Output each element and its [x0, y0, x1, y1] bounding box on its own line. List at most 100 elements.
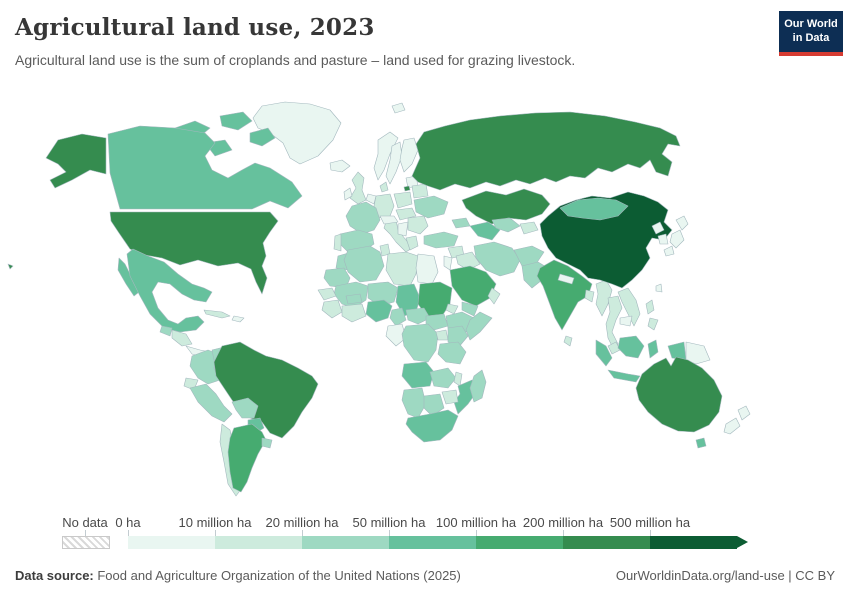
- country-egypt[interactable]: [415, 253, 439, 285]
- legend-bin-swatch[interactable]: [563, 536, 650, 549]
- country-libya[interactable]: [385, 251, 419, 287]
- country-ivory-ghana[interactable]: [341, 303, 367, 323]
- country-taiwan[interactable]: [655, 283, 663, 293]
- country-uganda[interactable]: [435, 329, 449, 341]
- country-iraq[interactable]: [455, 251, 481, 271]
- country-romania[interactable]: [407, 215, 429, 235]
- legend-bin-swatch[interactable]: [302, 536, 389, 549]
- country-japan-c[interactable]: [669, 229, 685, 249]
- country-png[interactable]: [685, 341, 711, 365]
- country-car[interactable]: [405, 307, 431, 325]
- country-uruguay[interactable]: [261, 437, 273, 449]
- legend-bin-swatch[interactable]: [476, 536, 563, 549]
- country-arctic2[interactable]: [219, 111, 253, 131]
- legend-no-data-swatch[interactable]: [62, 536, 110, 549]
- country-thailand[interactable]: [605, 295, 623, 351]
- country-alaska[interactable]: [45, 133, 107, 189]
- country-somalia[interactable]: [465, 311, 493, 341]
- country-peru[interactable]: [189, 383, 233, 423]
- owid-logo[interactable]: Our World in Data: [779, 11, 843, 56]
- country-bangladesh[interactable]: [584, 289, 595, 303]
- country-norway[interactable]: [373, 131, 399, 181]
- country-australia[interactable]: [635, 356, 723, 433]
- country-nigeria[interactable]: [365, 299, 393, 323]
- country-central-europe[interactable]: [395, 207, 417, 221]
- country-bolivia[interactable]: [231, 397, 259, 419]
- country-philippines-s[interactable]: [647, 317, 659, 331]
- country-uzbekistan[interactable]: [491, 217, 521, 233]
- country-alpine[interactable]: [379, 215, 399, 225]
- country-malawi[interactable]: [453, 371, 463, 387]
- country-afghanistan[interactable]: [513, 245, 545, 267]
- country-argentina[interactable]: [227, 423, 267, 493]
- country-japan-s[interactable]: [663, 245, 675, 257]
- country-nkorea[interactable]: [651, 221, 665, 235]
- country-ukraine[interactable]: [413, 195, 449, 219]
- country-iceland[interactable]: [329, 159, 351, 173]
- country-benelux[interactable]: [365, 193, 377, 205]
- country-borneo[interactable]: [617, 335, 645, 359]
- legend-bin-swatch[interactable]: [650, 536, 737, 549]
- country-algeria[interactable]: [343, 245, 385, 283]
- country-madagascar[interactable]: [469, 369, 487, 403]
- country-italy[interactable]: [383, 219, 413, 253]
- country-arctic3[interactable]: [249, 127, 276, 147]
- country-france[interactable]: [345, 201, 381, 235]
- country-angola[interactable]: [401, 361, 435, 389]
- country-drc[interactable]: [401, 323, 439, 363]
- country-baja[interactable]: [117, 257, 140, 297]
- country-uk[interactable]: [349, 171, 367, 205]
- country-russia[interactable]: [411, 111, 681, 191]
- country-hawaii[interactable]: [7, 263, 14, 270]
- country-cameroon[interactable]: [389, 307, 407, 327]
- country-oman[interactable]: [487, 287, 501, 305]
- country-denmark[interactable]: [379, 181, 389, 193]
- country-zimbabwe[interactable]: [441, 389, 459, 405]
- country-kyrgyz[interactable]: [519, 221, 539, 235]
- footer-link[interactable]: OurWorldinData.org/land-use | CC BY: [615, 568, 835, 583]
- country-greece[interactable]: [405, 235, 419, 251]
- country-yemen[interactable]: [461, 301, 479, 317]
- country-caucasus[interactable]: [451, 217, 471, 229]
- country-sumatra[interactable]: [595, 339, 613, 367]
- country-finland[interactable]: [399, 137, 419, 173]
- country-guinea[interactable]: [321, 299, 343, 319]
- country-philippines-n[interactable]: [645, 299, 655, 315]
- country-skorea[interactable]: [657, 233, 669, 245]
- country-guatemala[interactable]: [159, 325, 173, 337]
- legend-bin-swatch[interactable]: [389, 536, 476, 549]
- country-mongolia[interactable]: [559, 197, 629, 221]
- country-kazakhstan[interactable]: [461, 188, 551, 225]
- country-cuba[interactable]: [203, 309, 231, 319]
- country-poland[interactable]: [393, 191, 413, 209]
- country-japan-n[interactable]: [675, 215, 689, 231]
- country-cambodia[interactable]: [619, 315, 633, 327]
- country-balkans[interactable]: [397, 221, 409, 237]
- country-turkmenistan[interactable]: [469, 221, 501, 241]
- country-iran[interactable]: [473, 241, 521, 277]
- country-nz-south[interactable]: [723, 417, 741, 435]
- legend-bin-swatch[interactable]: [128, 536, 215, 549]
- country-nz-north[interactable]: [737, 405, 751, 421]
- country-turkey[interactable]: [423, 231, 459, 249]
- country-india[interactable]: [536, 259, 593, 331]
- country-levant[interactable]: [443, 255, 453, 271]
- country-burkina[interactable]: [345, 293, 363, 305]
- country-mexico[interactable]: [126, 248, 213, 333]
- country-hispaniola[interactable]: [231, 315, 245, 323]
- country-honduras-nicaragua[interactable]: [171, 329, 193, 347]
- country-srilanka[interactable]: [563, 335, 573, 347]
- country-zambia[interactable]: [429, 367, 457, 389]
- country-niger[interactable]: [367, 281, 399, 307]
- country-tasmania[interactable]: [695, 437, 707, 449]
- country-kaliningrad[interactable]: [403, 185, 411, 192]
- country-congo-gabon[interactable]: [385, 323, 407, 347]
- country-south-africa[interactable]: [405, 409, 459, 443]
- country-nepal[interactable]: [557, 273, 575, 285]
- country-svalbard[interactable]: [391, 102, 406, 114]
- legend-bin-swatch[interactable]: [215, 536, 302, 549]
- country-senegal[interactable]: [317, 287, 337, 301]
- country-canada[interactable]: [107, 125, 303, 210]
- country-south-sudan[interactable]: [425, 313, 449, 331]
- country-sweden[interactable]: [385, 141, 403, 185]
